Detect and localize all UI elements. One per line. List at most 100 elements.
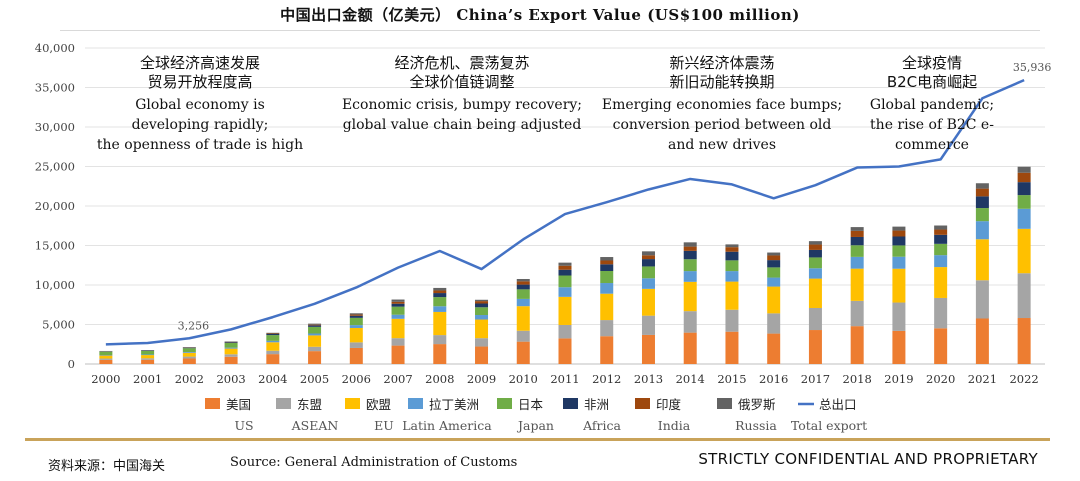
bar-segment-latin-america xyxy=(683,271,697,282)
legend-swatch xyxy=(717,398,732,409)
bar-segment-eu xyxy=(433,311,447,336)
bar-segment-latin-america xyxy=(850,256,864,269)
bar-segment-russia xyxy=(850,227,864,231)
bar-segment-india xyxy=(725,247,739,252)
y-tick-label: 0 xyxy=(68,357,75,371)
bar-segment-asean xyxy=(99,358,113,360)
annotation-en-line: global value chain being adjusted xyxy=(343,117,582,133)
annotation-cn-line: B2C电商崛起 xyxy=(887,73,977,91)
stacked-bars xyxy=(99,166,1031,364)
legend-label-en: Russia xyxy=(735,418,777,433)
bar-segment-russia xyxy=(1017,166,1031,173)
bar-segment-us xyxy=(558,338,572,364)
x-tick-label: 2022 xyxy=(1009,372,1038,386)
bar-segment-india xyxy=(558,265,572,270)
x-tick-label: 2002 xyxy=(175,372,204,386)
x-tick-label: 2010 xyxy=(509,372,538,386)
bar-segment-eu xyxy=(349,327,363,343)
bar-segment-russia xyxy=(892,226,906,231)
x-tick-label: 2013 xyxy=(634,372,663,386)
x-tick-label: 2019 xyxy=(884,372,913,386)
bar-segment-latin-america xyxy=(308,333,322,336)
bar-segment-asean xyxy=(975,280,989,319)
bar-segment-russia xyxy=(266,332,280,334)
source-cn: 资料来源：中国海关 xyxy=(48,459,166,474)
bar-segment-eu xyxy=(558,296,572,325)
x-tick-label: 2008 xyxy=(425,372,454,386)
bar-segment-africa xyxy=(516,284,530,290)
bar-segment-latin-america xyxy=(934,255,948,268)
bar-segment-india xyxy=(1017,172,1031,183)
bar-segment-japan xyxy=(224,342,238,348)
bar-segment-japan xyxy=(641,266,655,279)
bar-segment-asean xyxy=(182,356,196,359)
bar-segment-us xyxy=(266,354,280,364)
bar-segment-africa xyxy=(266,333,280,336)
y-tick-labels: 0 5,000 10,000 15,000 20,000 25,000 30,000 35,0… xyxy=(35,41,75,371)
legend-label-cn: 欧盟 xyxy=(366,397,391,412)
footer-divider xyxy=(25,438,1050,441)
bar-segment-japan xyxy=(600,271,614,284)
annotation-en-line: Emerging economies face bumps; xyxy=(602,97,842,113)
bar-segment-russia xyxy=(516,278,530,282)
bar-segment-africa xyxy=(224,342,238,343)
bar-segment-us xyxy=(433,344,447,364)
bar-segment-india xyxy=(349,314,363,316)
bar-segment-india xyxy=(975,188,989,197)
bar-segment-latin-america xyxy=(600,283,614,294)
annotation-cn-line: 贸易开放程度高 xyxy=(147,73,252,91)
bar-segment-africa xyxy=(808,249,822,258)
annotation-cn-line: 经济危机、震荡复苏 xyxy=(394,54,529,72)
y-tick-label: 20,000 xyxy=(35,199,75,213)
annotation-cn-line: 全球价值链调整 xyxy=(409,73,514,91)
bar-segment-india xyxy=(433,290,447,294)
bar-segment-latin-america xyxy=(641,278,655,289)
bar-segment-africa xyxy=(433,293,447,298)
bar-segment-latin-america xyxy=(725,271,739,282)
annotation-cn-line: 全球经济高速发展 xyxy=(140,54,260,72)
legend-swatch xyxy=(345,398,360,409)
bar-segment-japan xyxy=(767,267,781,278)
bar-segment-eu xyxy=(641,288,655,316)
annotation-en-line: and new drives xyxy=(668,137,776,153)
bar-segment-japan xyxy=(850,245,864,257)
bar-segment-us xyxy=(641,334,655,364)
bar-segment-us xyxy=(391,345,405,364)
bar-segment-asean xyxy=(349,342,363,348)
bar-segment-asean xyxy=(808,307,822,331)
bar-segment-japan xyxy=(475,307,489,316)
bar-segment-latin-america xyxy=(433,306,447,312)
bar-segment-africa xyxy=(725,251,739,261)
annotation-en-line: conversion period between old xyxy=(613,117,832,133)
bar-segment-eu xyxy=(308,335,322,347)
bar-segment-russia xyxy=(391,299,405,302)
bar-segment-eu xyxy=(683,281,697,312)
legend-swatch xyxy=(563,398,578,409)
y-tick-label: 35,000 xyxy=(35,81,75,95)
bar-segment-eu xyxy=(808,278,822,308)
bar-segment-asean xyxy=(767,313,781,334)
bar-segment-eu xyxy=(224,348,238,355)
annotation-en-line: commerce xyxy=(895,137,969,153)
legend-label-cn: 拉丁美洲 xyxy=(429,397,479,412)
line-data-label: 3,256 xyxy=(178,319,210,332)
bar-segment-us xyxy=(767,333,781,364)
bar-segment-us xyxy=(683,332,697,364)
bar-segment-japan xyxy=(808,257,822,269)
y-tick-label: 15,000 xyxy=(35,239,75,253)
bar-segment-us xyxy=(600,336,614,364)
bar-segment-japan xyxy=(266,335,280,341)
x-tick-label: 2007 xyxy=(383,372,412,386)
bar-segment-russia xyxy=(975,183,989,189)
bar-segment-us xyxy=(475,346,489,364)
legend-swatch xyxy=(205,398,220,409)
bar-segment-eu xyxy=(975,239,989,281)
x-tick-label: 2015 xyxy=(717,372,746,386)
bar-segment-india xyxy=(475,301,489,304)
x-tick-labels: 2000 2001 2002 2003 2004 2005 2006 2007 2008 2009… xyxy=(91,372,1039,386)
bar-segment-asean xyxy=(641,315,655,335)
bar-segment-japan xyxy=(1017,195,1031,209)
legend-label-en: US xyxy=(234,418,253,433)
bar-segment-russia xyxy=(725,244,739,248)
bar-segment-asean xyxy=(308,346,322,352)
